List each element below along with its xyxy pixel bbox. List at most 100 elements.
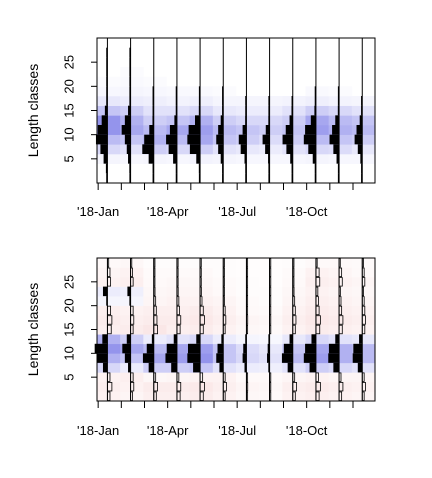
frequency-bar bbox=[268, 115, 270, 125]
negative-bar bbox=[269, 305, 272, 316]
frequency-bar bbox=[354, 134, 363, 145]
frequency-bar bbox=[303, 353, 316, 363]
negative-bar bbox=[315, 286, 319, 297]
heat-cell bbox=[97, 267, 121, 278]
heat-cell bbox=[236, 334, 260, 345]
heat-cell bbox=[351, 144, 376, 155]
heat-cell bbox=[166, 134, 190, 145]
heat-cell bbox=[212, 353, 237, 364]
frequency-bar bbox=[221, 334, 224, 344]
negative-bar bbox=[338, 305, 343, 316]
y-tick-label: 10 bbox=[61, 346, 76, 360]
heat-cell bbox=[212, 115, 237, 126]
frequency-bar bbox=[129, 47, 131, 58]
frequency-bar bbox=[314, 173, 316, 183]
frequency-bar bbox=[222, 96, 224, 106]
heat-cell bbox=[259, 353, 283, 364]
frequency-bar bbox=[97, 125, 108, 135]
negative-bar bbox=[222, 286, 225, 297]
heat-cell bbox=[120, 125, 144, 135]
heat-cell bbox=[120, 67, 144, 77]
frequency-bar bbox=[216, 134, 224, 145]
heat-cell bbox=[328, 315, 353, 326]
y-axis-label: Length classes bbox=[25, 283, 41, 376]
heat-cell bbox=[305, 372, 329, 383]
frequency-bar bbox=[262, 134, 270, 145]
heat-cell bbox=[282, 105, 306, 116]
negative-bar bbox=[176, 267, 179, 277]
frequency-bar bbox=[291, 96, 293, 106]
frequency-bar bbox=[222, 86, 224, 96]
negative-bar bbox=[130, 277, 134, 287]
negative-bar bbox=[176, 286, 179, 297]
frequency-bar bbox=[106, 296, 108, 306]
heat-cell bbox=[166, 305, 190, 316]
heat-cell bbox=[143, 353, 167, 364]
negative-bar bbox=[222, 267, 225, 277]
heat-cell bbox=[305, 362, 329, 373]
frequency-bar bbox=[122, 343, 131, 354]
heat-cell bbox=[189, 296, 214, 306]
frequency-bar bbox=[196, 154, 201, 164]
heat-cell bbox=[120, 96, 144, 106]
heat-cell bbox=[143, 315, 167, 326]
frequency-bar bbox=[268, 154, 270, 164]
heat-cell bbox=[189, 343, 214, 354]
frequency-bar bbox=[152, 96, 154, 106]
heat-cell bbox=[259, 144, 283, 155]
negative-bar bbox=[222, 296, 225, 306]
negative-bar bbox=[315, 267, 320, 277]
heat-cell bbox=[97, 76, 121, 87]
frequency-bar bbox=[353, 343, 363, 354]
frequency-bar bbox=[222, 105, 224, 116]
frequency-bar bbox=[281, 353, 293, 363]
negative-bar bbox=[246, 324, 249, 335]
frequency-bar bbox=[333, 362, 340, 373]
negative-bar bbox=[153, 315, 158, 325]
heat-cell bbox=[328, 372, 353, 383]
heat-cell bbox=[189, 381, 214, 392]
frequency-bar bbox=[187, 343, 201, 354]
negative-bar bbox=[199, 296, 203, 306]
heat-cell bbox=[212, 86, 237, 97]
heat-cell bbox=[212, 381, 237, 392]
negative-bar bbox=[269, 286, 272, 297]
heat-cell bbox=[212, 343, 237, 354]
heat-cell bbox=[143, 305, 167, 316]
frequency-bar bbox=[219, 362, 224, 373]
heat-cell bbox=[143, 324, 167, 335]
frequency-bar bbox=[268, 173, 270, 183]
frequency-bar bbox=[105, 163, 108, 174]
frequency-bar bbox=[242, 353, 247, 363]
heat-cell bbox=[189, 105, 214, 116]
heat-cell bbox=[189, 86, 214, 97]
frequency-bar bbox=[129, 67, 131, 77]
negative-bar bbox=[107, 267, 111, 277]
frequency-bar bbox=[106, 86, 108, 96]
heat-cell bbox=[259, 334, 283, 345]
heat-cell bbox=[282, 372, 306, 383]
frequency-bar bbox=[222, 163, 224, 174]
heat-cell bbox=[305, 134, 329, 145]
heat-cell bbox=[328, 105, 353, 116]
negative-bar bbox=[199, 277, 202, 287]
negative-bar bbox=[130, 305, 134, 316]
frequency-bar bbox=[328, 353, 340, 363]
negative-bar bbox=[176, 324, 181, 335]
frequency-bar bbox=[337, 173, 340, 183]
negative-bar bbox=[199, 267, 202, 277]
x-tick-label: '18-Oct bbox=[286, 204, 328, 219]
frequency-bar bbox=[361, 163, 363, 174]
frequency-bar bbox=[168, 144, 177, 154]
heat-cell bbox=[166, 324, 190, 335]
heat-cell bbox=[328, 154, 353, 164]
frequency-bar bbox=[245, 334, 247, 344]
x-tick-label: '18-Apr bbox=[147, 423, 189, 438]
heat-cell bbox=[212, 315, 237, 326]
heat-cell bbox=[259, 96, 283, 106]
frequency-bar bbox=[151, 334, 154, 344]
heat-cell bbox=[236, 353, 260, 364]
y-axis: 5 10 15 20 25 Length classes bbox=[25, 55, 97, 162]
negative-bar bbox=[361, 324, 366, 335]
frequency-bar bbox=[146, 343, 154, 354]
